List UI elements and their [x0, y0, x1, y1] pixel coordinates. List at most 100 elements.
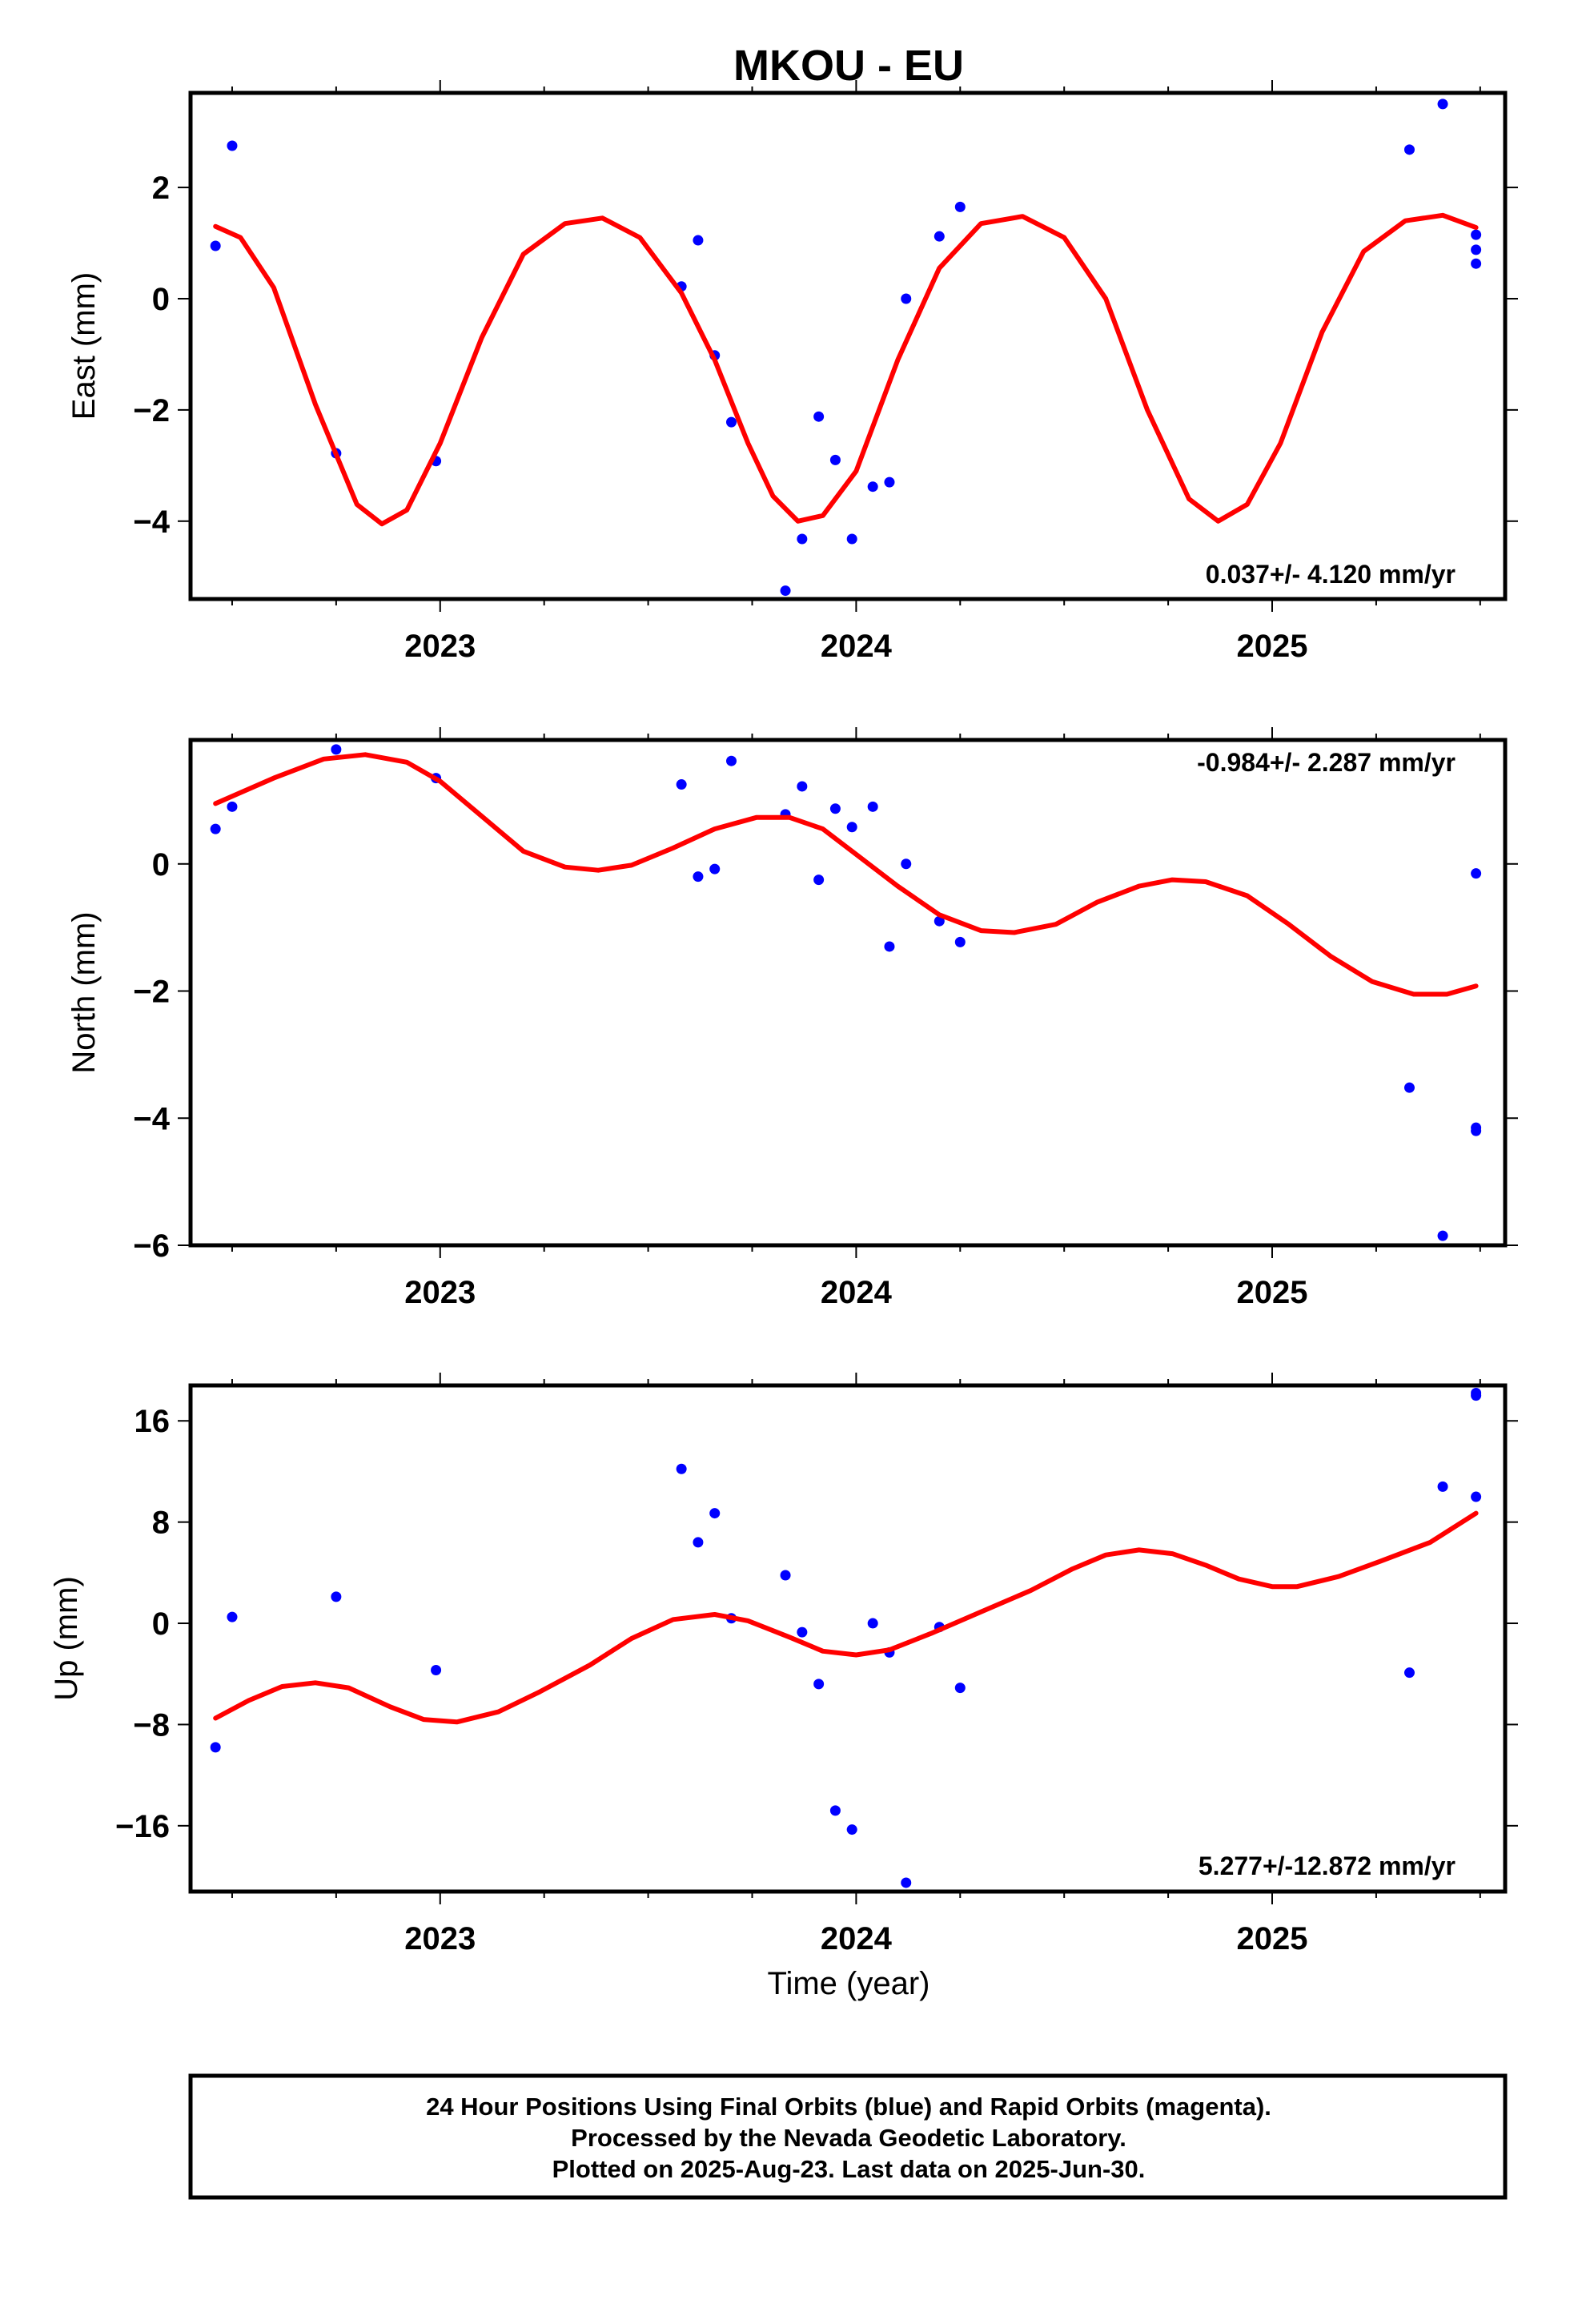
data-point: [829, 1805, 841, 1816]
data-point: [210, 1742, 221, 1753]
y-tick-label: −8: [133, 1707, 170, 1743]
y-tick-label: 0: [152, 847, 170, 883]
data-points: [210, 744, 1482, 1241]
y-tick-label: 0: [152, 282, 170, 317]
data-point: [1471, 1387, 1482, 1398]
panel-north: 2023 2024 2025 −6 −4 −2 0 North (mm) -0.984+/- 2…: [66, 727, 1518, 1310]
data-point: [709, 1508, 721, 1519]
data-point: [1471, 229, 1482, 240]
y-tick-label: −4: [133, 1101, 170, 1136]
y-tick-label: −2: [133, 393, 170, 428]
fit-curve: [213, 752, 1479, 997]
x-tick-label: 2025: [1237, 1921, 1308, 1956]
data-point: [693, 235, 704, 246]
y-tick-label: 8: [152, 1506, 170, 1541]
x-tick-label: 2025: [1237, 1275, 1308, 1310]
velocity-label: -0.984+/- 2.287 mm/yr: [1197, 748, 1456, 777]
data-point: [1471, 1491, 1482, 1502]
data-point: [1437, 1481, 1448, 1492]
x-axis-label: Time (year): [768, 1966, 930, 2001]
data-point: [227, 1611, 238, 1622]
data-point: [780, 585, 791, 597]
velocity-label: 5.277+/-12.872 mm/yr: [1199, 1852, 1456, 1880]
data-point: [1437, 99, 1448, 110]
data-point: [867, 481, 878, 493]
data-point: [1403, 1667, 1415, 1679]
data-point: [829, 454, 841, 465]
data-point: [431, 1665, 442, 1675]
data-point: [1403, 144, 1415, 155]
data-point: [813, 1679, 825, 1690]
fit-curve: [213, 212, 1479, 527]
footer-line-3: Plotted on 2025-Aug-23. Last data on 202…: [552, 2155, 1146, 2183]
x-tick-label: 2023: [404, 629, 476, 664]
data-point: [726, 416, 737, 428]
data-point: [1471, 258, 1482, 269]
x-tick-label: 2025: [1237, 629, 1308, 664]
data-point: [331, 1591, 342, 1602]
data-point: [954, 936, 966, 947]
data-point: [1471, 1125, 1482, 1136]
fit-curve: [213, 1510, 1479, 1725]
data-point: [884, 476, 895, 488]
data-point: [934, 231, 945, 242]
data-point: [1403, 1082, 1415, 1093]
data-point: [813, 875, 825, 886]
data-point: [1437, 1230, 1448, 1241]
data-point: [846, 822, 857, 833]
data-point: [797, 781, 808, 792]
x-tick-label: 2024: [821, 1275, 893, 1310]
x-tick-label: 2023: [404, 1921, 476, 1956]
data-points: [210, 99, 1482, 597]
plot-frame: [188, 738, 1508, 1248]
y-axis-label: North (mm): [66, 911, 102, 1073]
data-point: [210, 240, 221, 251]
data-point: [901, 858, 912, 870]
velocity-label: 0.037+/- 4.120 mm/yr: [1206, 560, 1456, 589]
data-point: [227, 801, 238, 812]
y-tick-label: −6: [133, 1228, 170, 1264]
footer-line-1: 24 Hour Positions Using Final Orbits (bl…: [426, 2093, 1271, 2121]
x-tick-label: 2024: [821, 629, 893, 664]
y-tick-label: 16: [135, 1404, 171, 1439]
data-point: [829, 803, 841, 814]
chart-title: MKOU - EU: [733, 42, 964, 90]
data-point: [331, 744, 342, 755]
data-point: [813, 411, 825, 422]
data-point: [797, 1626, 808, 1638]
data-point: [901, 293, 912, 304]
y-tick-label: 0: [152, 1606, 170, 1642]
data-point: [867, 801, 878, 812]
data-point: [884, 941, 895, 952]
data-point: [1471, 244, 1482, 255]
y-tick-label: 2: [152, 171, 170, 206]
y-axis-label: Up (mm): [49, 1576, 84, 1701]
data-point: [1471, 868, 1482, 879]
x-tick-label: 2024: [821, 1921, 893, 1956]
y-tick-label: −2: [133, 975, 170, 1010]
y-tick-label: −16: [115, 1809, 170, 1844]
plot-frame: [188, 1383, 1508, 1894]
y-tick-label: −4: [133, 505, 170, 540]
footer-line-2: Processed by the Nevada Geodetic Laborat…: [571, 2124, 1126, 2152]
data-point: [797, 533, 808, 545]
data-point: [693, 871, 704, 883]
x-tick-label: 2023: [404, 1275, 476, 1310]
data-point: [846, 1824, 857, 1835]
data-point: [676, 1463, 687, 1474]
data-point: [901, 1877, 912, 1888]
data-point: [780, 1570, 791, 1581]
data-point: [954, 1683, 966, 1694]
plot-frame: [188, 90, 1508, 601]
data-point: [210, 823, 221, 834]
data-point: [709, 863, 721, 875]
data-points: [210, 1387, 1482, 1888]
data-point: [954, 201, 966, 212]
data-point: [227, 140, 238, 151]
data-point: [676, 779, 687, 790]
data-point: [693, 1537, 704, 1548]
footer-box: 24 Hour Positions Using Final Orbits (bl…: [188, 2073, 1508, 2200]
data-point: [846, 533, 857, 545]
panel-east: 2023 2024 2025 −4 −2 0 2 East (mm) 0.037+/- 4.12…: [66, 80, 1518, 664]
